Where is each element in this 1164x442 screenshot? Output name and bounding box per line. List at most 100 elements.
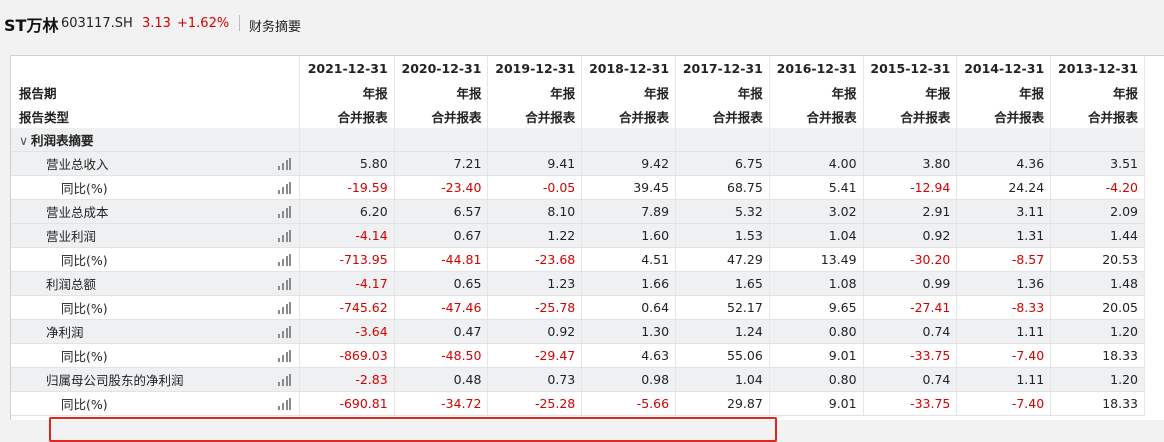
column-period: 年报 <box>487 80 583 104</box>
highlight-box <box>49 417 777 442</box>
column-date[interactable]: 2020-12-31 <box>394 56 489 80</box>
section-label[interactable]: ∨ 利润表摘要 <box>11 128 300 152</box>
value-cell: 6.57 <box>394 199 489 224</box>
value-cell: -4.14 <box>299 223 395 248</box>
header-corner <box>11 56 300 80</box>
stock-code: 603117.SH <box>61 16 133 31</box>
column-type: 合并报表 <box>394 104 489 128</box>
column-date[interactable]: 2013-12-31 <box>1050 56 1145 80</box>
value-cell: 1.31 <box>956 223 1052 248</box>
column-type: 合并报表 <box>956 104 1052 128</box>
table-row: 利润总额 -4.17 0.65 1.23 1.66 1.65 1.08 0.99 1.36 1.4… <box>11 271 1145 296</box>
report-period-text: 报告期 <box>19 85 57 101</box>
value-cell: 0.73 <box>487 367 583 392</box>
column-period: 年报 <box>863 80 958 104</box>
row-label: 营业总成本 <box>11 199 300 224</box>
bar-chart-icon[interactable] <box>277 254 291 266</box>
value-cell: 4.36 <box>956 151 1052 176</box>
value-cell: 0.99 <box>863 271 958 296</box>
bar-chart-icon[interactable] <box>277 302 291 314</box>
header-divider <box>239 15 240 31</box>
table-row: 营业总成本 6.20 6.57 8.10 7.89 5.32 3.02 2.91 3.11 2.0… <box>11 199 1145 224</box>
value-cell: 1.04 <box>769 223 864 248</box>
value-cell: 2.09 <box>1050 199 1145 224</box>
value-cell: 1.36 <box>956 271 1052 296</box>
value-cell: 0.80 <box>769 367 864 392</box>
section-cell <box>675 128 770 152</box>
row-label-text: 利润总额 <box>46 277 97 292</box>
value-cell: -8.33 <box>956 295 1052 320</box>
section-cell <box>394 128 489 152</box>
value-cell: 0.98 <box>581 367 677 392</box>
section-cell <box>956 128 1052 152</box>
tab-financial-summary[interactable]: 财务摘要 <box>249 20 302 35</box>
bar-chart-icon[interactable] <box>277 350 291 362</box>
bar-chart-icon[interactable] <box>277 374 291 386</box>
column-period: 年报 <box>1050 80 1145 104</box>
value-cell: 0.48 <box>394 367 489 392</box>
report-period-label: 报告期 <box>11 80 300 104</box>
value-cell: 1.20 <box>1050 319 1145 344</box>
value-cell: -5.66 <box>581 391 677 416</box>
row-label-text: 营业利润 <box>46 229 97 244</box>
column-date[interactable]: 2018-12-31 <box>581 56 677 80</box>
bar-chart-icon[interactable] <box>277 326 291 338</box>
row-label: 同比(%) <box>11 343 300 368</box>
column-date[interactable]: 2021-12-31 <box>299 56 395 80</box>
row-label: 同比(%) <box>11 175 300 200</box>
chevron-down-icon[interactable]: ∨ <box>19 133 29 148</box>
value-cell: 1.20 <box>1050 367 1145 392</box>
value-cell: 0.74 <box>863 319 958 344</box>
value-cell: -25.78 <box>487 295 583 320</box>
stock-change: +1.62% <box>177 16 230 31</box>
bar-chart-icon[interactable] <box>277 182 291 194</box>
table-row: 净利润 -3.64 0.47 0.92 1.30 1.24 0.80 0.74 1.11 1.20 <box>11 319 1145 344</box>
column-date[interactable]: 2019-12-31 <box>487 56 583 80</box>
stock-name: ST万林 <box>4 16 59 35</box>
value-cell: 1.30 <box>581 319 677 344</box>
column-period: 年报 <box>299 80 395 104</box>
section-income-statement[interactable]: ∨ 利润表摘要 <box>11 128 1145 152</box>
table-row: 同比(%) -713.95 -44.81 -23.68 4.51 47.29 13.49 -3… <box>11 247 1145 272</box>
column-date[interactable]: 2016-12-31 <box>769 56 864 80</box>
row-label-text: 净利润 <box>46 325 84 340</box>
row-label-text: 营业总收入 <box>46 157 109 172</box>
value-cell: -47.46 <box>394 295 489 320</box>
column-date[interactable]: 2014-12-31 <box>956 56 1052 80</box>
bar-chart-icon[interactable] <box>277 398 291 410</box>
value-cell: 7.21 <box>394 151 489 176</box>
value-cell: 9.65 <box>769 295 864 320</box>
report-type-text: 报告类型 <box>19 109 70 125</box>
bar-chart-icon[interactable] <box>277 230 291 242</box>
bar-chart-icon[interactable] <box>277 206 291 218</box>
bar-chart-icon[interactable] <box>277 278 291 290</box>
value-cell: -7.40 <box>956 343 1052 368</box>
value-cell: 0.92 <box>487 319 583 344</box>
value-cell: -44.81 <box>394 247 489 272</box>
value-cell: 5.32 <box>675 199 770 224</box>
value-cell: -4.17 <box>299 271 395 296</box>
row-label-text: 归属母公司股东的净利润 <box>46 373 184 388</box>
value-cell: 68.75 <box>675 175 770 200</box>
section-cell <box>487 128 583 152</box>
table-row: 归属母公司股东的净利润 -2.83 0.48 0.73 0.98 1.04 0.80 0.74… <box>11 367 1145 392</box>
bar-chart-icon[interactable] <box>277 158 291 170</box>
header-row-type: 报告类型 合并报表 合并报表 合并报表 合并报表 合并报表 合并报表 合并报表 合并报表 合并报表 <box>11 104 1145 128</box>
column-date[interactable]: 2017-12-31 <box>675 56 770 80</box>
value-cell: 1.22 <box>487 223 583 248</box>
row-label: 同比(%) <box>11 391 300 416</box>
column-period: 年报 <box>956 80 1052 104</box>
value-cell: 1.65 <box>675 271 770 296</box>
value-cell: 3.80 <box>863 151 958 176</box>
section-title-text: 利润表摘要 <box>31 133 94 148</box>
value-cell: 1.23 <box>487 271 583 296</box>
value-cell: -2.83 <box>299 367 395 392</box>
value-cell: -12.94 <box>863 175 958 200</box>
value-cell: 6.75 <box>675 151 770 176</box>
value-cell: 9.41 <box>487 151 583 176</box>
value-cell: -23.68 <box>487 247 583 272</box>
column-date[interactable]: 2015-12-31 <box>863 56 958 80</box>
value-cell: 20.05 <box>1050 295 1145 320</box>
row-label: 净利润 <box>11 319 300 344</box>
value-cell: -869.03 <box>299 343 395 368</box>
